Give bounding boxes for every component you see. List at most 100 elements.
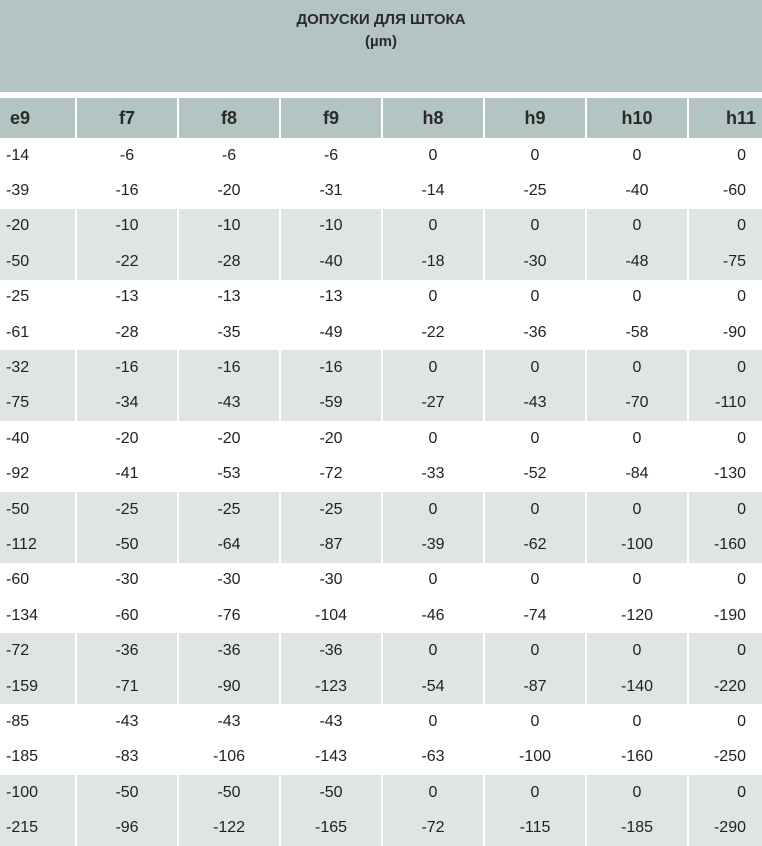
table-cell: -290	[687, 810, 762, 846]
table-cell: -215	[0, 810, 76, 846]
table-cell: -50	[0, 491, 76, 528]
table-cell: -30	[75, 562, 178, 599]
table-cell: -60	[75, 598, 178, 634]
table-row: -92 -41 -53 -72 -33 -52 -84 -130	[0, 456, 762, 492]
table-cell: -20	[177, 173, 280, 209]
table-cell: -28	[75, 314, 178, 351]
table-cell: -13	[279, 279, 382, 315]
table-cell: -185	[0, 739, 76, 776]
table-cell: -6	[177, 138, 280, 174]
table-cell: -100	[483, 739, 586, 776]
table-cell: -71	[75, 668, 178, 705]
table-cell: -54	[381, 668, 484, 705]
table-row: -215 -96 -122 -165 -72 -115 -185 -290	[0, 810, 762, 846]
table-cell: 0	[381, 775, 484, 811]
table-cell: -58	[585, 314, 688, 351]
table-cell: -50	[177, 775, 280, 811]
table-cell: -50	[75, 775, 178, 811]
table-cell: -63	[381, 739, 484, 776]
table-cell: 0	[381, 208, 484, 245]
table-cell: 0	[585, 350, 688, 386]
table-cell: 0	[585, 562, 688, 599]
table-cell: -39	[381, 527, 484, 563]
table-cell: -92	[0, 456, 76, 492]
table-cell: -85	[0, 704, 76, 740]
table-cell: 0	[687, 138, 762, 174]
table-cell: 0	[381, 421, 484, 457]
table-cell: -160	[687, 527, 762, 563]
table-unit: (µm)	[365, 33, 397, 50]
table-cell: 0	[585, 775, 688, 811]
column-header-f7: f7	[75, 98, 178, 138]
table-cell: -43	[177, 704, 280, 740]
table-cell: 0	[687, 421, 762, 457]
table-cell: 0	[483, 279, 586, 315]
table-cell: -120	[585, 598, 688, 634]
title-band: ДОПУСКИ ДЛЯ ШТОКА (µm)	[0, 0, 762, 92]
table-cell: 0	[381, 633, 484, 669]
table-cell: -16	[279, 350, 382, 386]
table-cell: -134	[0, 598, 76, 634]
column-header-f9: f9	[279, 98, 382, 138]
table-cell: -106	[177, 739, 280, 776]
table-cell: -25	[75, 491, 178, 528]
table-cell: 0	[381, 562, 484, 599]
table-cell: -13	[177, 279, 280, 315]
table-row: -100 -50 -50 -50 0 0 0 0	[0, 775, 762, 811]
table-body: -14 -6 -6 -6 0 0 0 0 -39 -16 -20 -31 -14 -25 -40 -60 -20…	[0, 138, 762, 846]
table-cell: -41	[75, 456, 178, 492]
table-cell: -25	[0, 279, 76, 315]
table-cell: -76	[177, 598, 280, 634]
table-cell: -72	[279, 456, 382, 492]
table-row: -112 -50 -64 -87 -39 -62 -100 -160	[0, 527, 762, 563]
header-row: e9 f7 f8 f9 h8 h9 h10 h11	[0, 98, 762, 138]
table-cell: -43	[279, 704, 382, 740]
table-cell: -84	[585, 456, 688, 492]
table-cell: -36	[177, 633, 280, 669]
table-cell: -122	[177, 810, 280, 846]
table-cell: 0	[687, 562, 762, 599]
table-cell: -60	[687, 173, 762, 209]
table-cell: 0	[483, 421, 586, 457]
table-cell: 0	[381, 138, 484, 174]
table-cell: -28	[177, 244, 280, 280]
table-cell: 0	[483, 350, 586, 386]
table-cell: -43	[177, 385, 280, 422]
table-cell: 0	[483, 562, 586, 599]
table-row: -40 -20 -20 -20 0 0 0 0	[0, 421, 762, 457]
table-cell: 0	[687, 279, 762, 315]
table-cell: -143	[279, 739, 382, 776]
table-cell: -39	[0, 173, 76, 209]
column-header-e9: e9	[0, 98, 76, 138]
table-cell: -34	[75, 385, 178, 422]
table-cell: -18	[381, 244, 484, 280]
table-cell: -49	[279, 314, 382, 351]
table-cell: 0	[687, 491, 762, 528]
table-row: -72 -36 -36 -36 0 0 0 0	[0, 633, 762, 669]
table-header: e9 f7 f8 f9 h8 h9 h10 h11	[0, 98, 762, 138]
table-cell: 0	[585, 633, 688, 669]
table-cell: -96	[75, 810, 178, 846]
table-cell: -87	[483, 668, 586, 705]
table-cell: -75	[687, 244, 762, 280]
table-cell: -90	[687, 314, 762, 351]
table-cell: -32	[0, 350, 76, 386]
table-cell: -61	[0, 314, 76, 351]
table-cell: -72	[0, 633, 76, 669]
table-cell: -160	[585, 739, 688, 776]
table-cell: 0	[381, 704, 484, 740]
table-cell: 0	[687, 208, 762, 245]
table-cell: -36	[279, 633, 382, 669]
table-cell: -16	[177, 350, 280, 386]
table-cell: -25	[483, 173, 586, 209]
table-cell: 0	[381, 350, 484, 386]
table-cell: -22	[75, 244, 178, 280]
table-cell: -40	[279, 244, 382, 280]
column-header-f8: f8	[177, 98, 280, 138]
column-header-h10: h10	[585, 98, 688, 138]
table-cell: 0	[585, 421, 688, 457]
table-title: ДОПУСКИ ДЛЯ ШТОКА	[296, 11, 466, 28]
table-cell: 0	[687, 704, 762, 740]
table-cell: 0	[585, 704, 688, 740]
table-cell: -220	[687, 668, 762, 705]
